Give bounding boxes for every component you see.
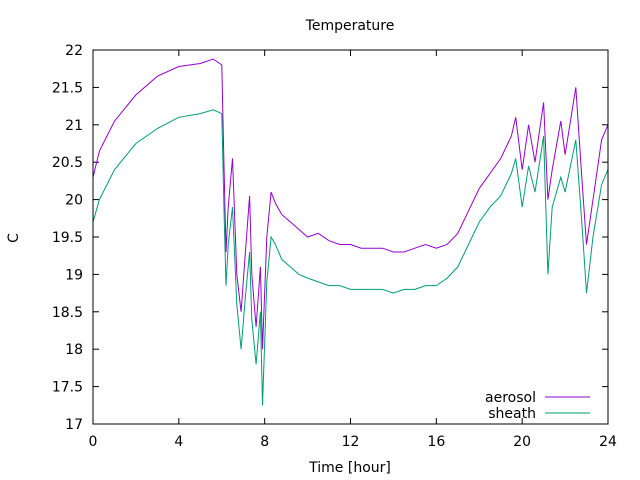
x-tick-label: 12 [342,434,360,450]
y-tick-label: 22 [65,43,83,59]
series-line-sheath [92,109,609,406]
y-tick-label: 21 [65,118,83,134]
x-tick-label: 4 [174,434,183,450]
x-tick-label: 24 [599,434,617,450]
y-tick-label: 17.5 [52,380,83,396]
x-tick-label: 0 [89,434,98,450]
y-tick-label: 18 [65,342,83,358]
y-tick-label: 18.5 [52,305,83,321]
y-axis-label: C [6,233,22,243]
plot-frame [92,49,609,425]
legend-label-sheath: sheath [488,406,536,422]
x-tick-label: 16 [427,434,445,450]
x-axis-label: Time [hour] [308,460,391,476]
y-tick-label: 21.5 [52,80,83,96]
series-line-aerosol [92,58,609,350]
chart-title: Temperature [305,18,395,34]
y-tick-label: 20.5 [52,155,83,171]
y-tick-label: 19 [65,267,83,283]
y-tick-label: 20 [65,193,83,209]
axis-ticks: 0 4 8 12 16 20 24 17 17.5 18 18.5 19 19.5 20 20.5 21 21.… [52,43,617,450]
y-tick-label: 19.5 [52,230,83,246]
legend-label-aerosol: aerosol [485,390,536,406]
x-tick-label: 20 [513,434,531,450]
y-tick-label: 17 [65,417,83,433]
x-tick-label: 8 [260,434,269,450]
data-series [92,58,609,406]
